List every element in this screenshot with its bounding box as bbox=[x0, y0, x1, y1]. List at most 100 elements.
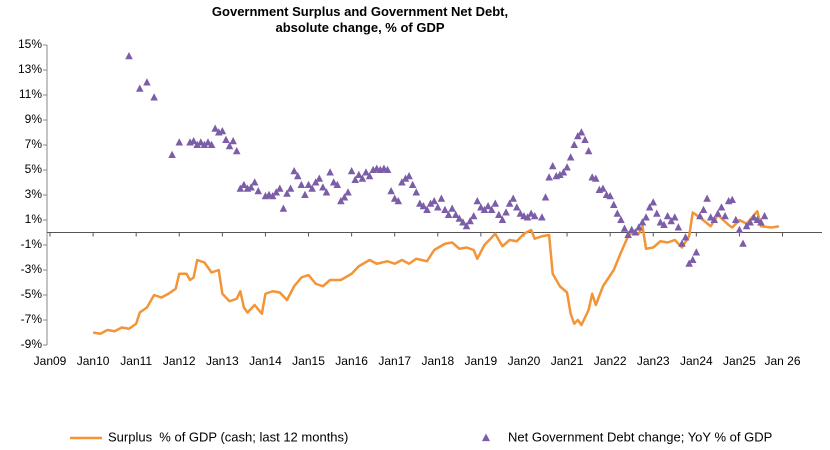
debt-marker bbox=[383, 165, 392, 173]
debt-marker bbox=[681, 233, 690, 241]
x-tick-label: Jan19 bbox=[465, 354, 498, 368]
x-tick-label: Jan21 bbox=[551, 354, 584, 368]
debt-marker bbox=[311, 178, 320, 186]
debt-marker bbox=[505, 199, 514, 207]
debt-marker bbox=[268, 192, 277, 200]
x-tick-label: Jan14 bbox=[249, 354, 282, 368]
debt-marker bbox=[222, 135, 230, 143]
debt-marker bbox=[416, 199, 424, 207]
debt-marker bbox=[606, 192, 614, 200]
debt-marker bbox=[645, 203, 654, 211]
debt-marker bbox=[484, 202, 492, 210]
debt-marker bbox=[627, 225, 636, 233]
debt-marker bbox=[563, 163, 571, 171]
debt-marker bbox=[337, 197, 345, 205]
debt-marker bbox=[696, 212, 704, 220]
debt-marker bbox=[326, 168, 334, 176]
debt-marker bbox=[635, 223, 643, 231]
y-tick-label: -9% bbox=[21, 337, 43, 351]
debt-marker bbox=[609, 200, 618, 208]
debt-marker bbox=[423, 205, 431, 213]
debt-marker bbox=[211, 124, 219, 132]
debt-marker bbox=[749, 213, 758, 221]
debt-marker bbox=[674, 223, 683, 231]
y-tick-label: 15% bbox=[18, 37, 42, 51]
debt-marker bbox=[574, 132, 582, 140]
debt-marker bbox=[232, 147, 241, 155]
debt-marker bbox=[502, 208, 510, 216]
debt-marker bbox=[760, 212, 769, 220]
debt-marker bbox=[495, 210, 503, 218]
x-tick-label: Jan10 bbox=[77, 354, 110, 368]
debt-marker bbox=[739, 239, 747, 247]
debt-marker bbox=[304, 180, 313, 188]
surplus-line bbox=[92, 210, 780, 335]
debt-marker bbox=[462, 222, 471, 230]
debt-marker bbox=[735, 225, 744, 233]
debt-marker bbox=[498, 215, 507, 223]
debt-marker bbox=[405, 172, 413, 180]
debt-marker bbox=[247, 183, 255, 191]
debt-marker bbox=[150, 93, 158, 101]
debt-marker bbox=[469, 212, 478, 220]
debt-marker bbox=[538, 213, 546, 221]
debt-marker bbox=[685, 259, 693, 267]
debt-marker bbox=[398, 178, 406, 186]
debt-marker bbox=[250, 178, 259, 186]
debt-marker bbox=[516, 209, 525, 217]
debt-marker bbox=[721, 212, 729, 220]
debt-marker bbox=[678, 239, 686, 247]
debt-marker bbox=[240, 180, 248, 188]
y-tick-label: 5% bbox=[25, 162, 43, 176]
debt-marker bbox=[742, 222, 751, 230]
debt-marker bbox=[297, 180, 306, 188]
debt-marker bbox=[434, 203, 442, 211]
debt-marker bbox=[592, 174, 600, 182]
debt-marker bbox=[527, 209, 535, 217]
y-tick-label: -5% bbox=[21, 287, 43, 301]
debt-marker bbox=[617, 215, 625, 223]
debt-marker bbox=[599, 184, 607, 192]
debt-marker bbox=[706, 213, 715, 221]
x-tick-label: Jan16 bbox=[335, 354, 368, 368]
debt-marker bbox=[566, 153, 575, 161]
debt-marker bbox=[340, 193, 349, 201]
debt-marker bbox=[703, 194, 711, 202]
debt-marker bbox=[513, 203, 521, 211]
debt-marker bbox=[347, 167, 356, 175]
debt-marker bbox=[620, 224, 629, 232]
y-tick-label: 11% bbox=[19, 87, 42, 101]
debt-marker bbox=[229, 137, 237, 145]
debt-marker bbox=[207, 140, 216, 148]
debt-marker bbox=[301, 190, 309, 198]
debt-marker bbox=[351, 175, 359, 183]
debt-marker bbox=[649, 198, 658, 206]
debt-marker bbox=[279, 204, 288, 212]
debt-marker bbox=[688, 255, 697, 263]
debt-marker bbox=[125, 52, 133, 60]
debt-marker bbox=[667, 217, 675, 225]
debt-marker bbox=[732, 215, 740, 223]
debt-marker bbox=[276, 184, 284, 192]
debt-marker bbox=[757, 218, 765, 226]
debt-marker bbox=[408, 180, 417, 188]
debt-marker bbox=[541, 193, 550, 201]
debt-marker bbox=[459, 218, 467, 226]
debt-marker bbox=[692, 248, 701, 256]
debt-marker bbox=[401, 174, 410, 182]
debt-marker bbox=[390, 194, 399, 202]
debt-marker bbox=[283, 189, 291, 197]
debt-marker bbox=[290, 167, 298, 175]
debt-marker bbox=[362, 168, 370, 176]
x-tick-label: Jan25 bbox=[723, 354, 756, 368]
debt-marker bbox=[473, 197, 482, 205]
debt-marker bbox=[581, 135, 589, 143]
debt-marker bbox=[254, 187, 263, 195]
debt-marker bbox=[193, 140, 201, 148]
debt-marker bbox=[412, 188, 421, 196]
debt-marker bbox=[656, 218, 665, 226]
x-tick-label: Jan18 bbox=[421, 354, 454, 368]
debt-marker bbox=[451, 210, 460, 218]
debt-marker bbox=[197, 138, 205, 146]
